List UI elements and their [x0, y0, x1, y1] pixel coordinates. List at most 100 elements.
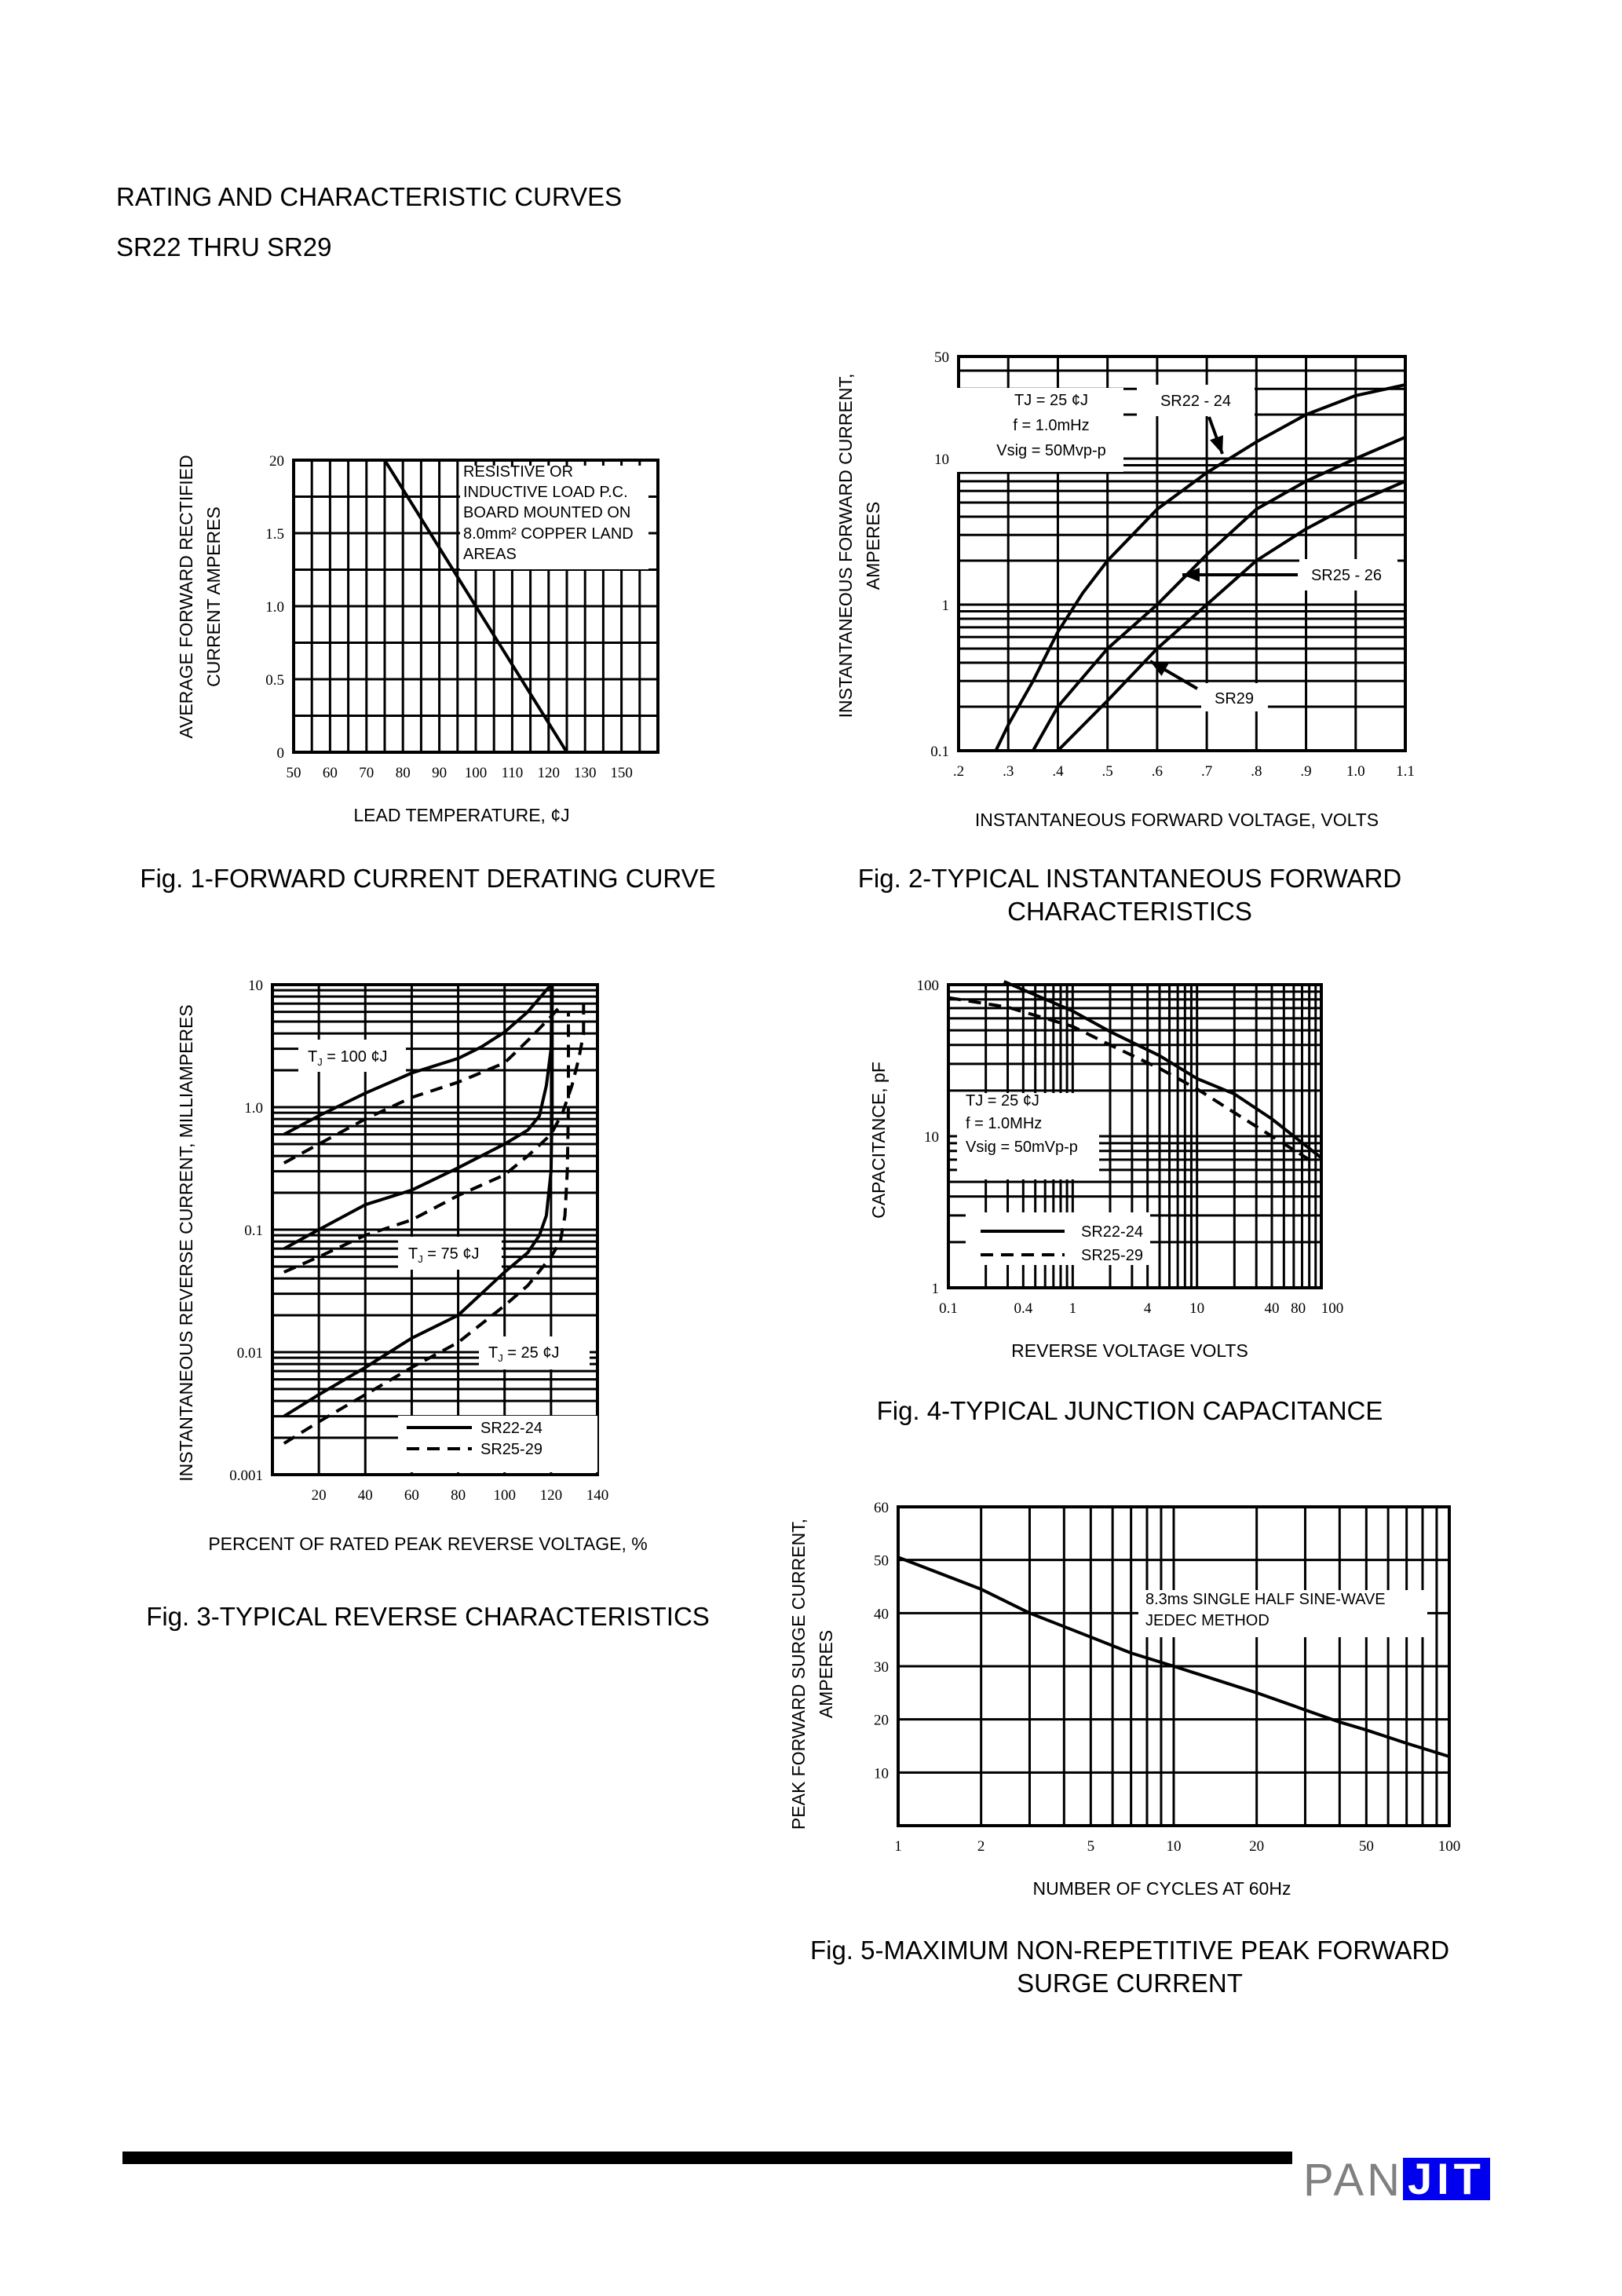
- temp-symbol: T: [408, 1245, 418, 1263]
- x-tick-label: 110: [502, 765, 524, 781]
- annotation-text: TJ = 25 ¢J: [1014, 392, 1088, 409]
- x-tick-label: 150: [610, 765, 633, 781]
- series-line-4: [283, 1004, 586, 1274]
- annotation-text: f = 1.0MHz: [966, 1115, 1042, 1132]
- footer-divider: [122, 2152, 1292, 2164]
- page-subtitle: SR22 THRU SR29: [116, 232, 332, 261]
- x-tick-label: 1.1: [1396, 763, 1415, 780]
- series-line-2: [948, 996, 1317, 1166]
- x-tick-label: 4: [1144, 1300, 1152, 1317]
- y-tick-label: 20: [269, 453, 284, 470]
- x-tick-label: 50: [287, 765, 301, 781]
- x-tick-label: 50: [1359, 1838, 1374, 1855]
- logo-jit-text: JIT: [1402, 2157, 1490, 2201]
- temperature-label: TJ = 25 ¢J: [488, 1344, 559, 1364]
- y-axis-title: CURRENT AMPERES: [203, 506, 224, 687]
- panjit-logo: PAN JIT: [1303, 2152, 1490, 2203]
- legend-label: SR22-24: [480, 1420, 542, 1437]
- figure-caption: Fig. 2-TYPICAL INSTANTANEOUS FORWARD: [858, 864, 1401, 893]
- x-tick-label: 80: [1291, 1300, 1306, 1317]
- x-tick-label: 80: [451, 1487, 466, 1504]
- x-tick-label: .2: [953, 763, 964, 780]
- x-tick-label: 80: [396, 765, 411, 781]
- x-tick-label: .7: [1201, 763, 1212, 780]
- annotation-box: [1299, 559, 1397, 590]
- annotation-box: [966, 1212, 1150, 1265]
- y-axis-title: INSTANTANEOUS FORWARD CURRENT,: [835, 374, 856, 718]
- x-tick-label: 5: [1087, 1838, 1095, 1855]
- series-line-5: [283, 985, 554, 1418]
- annotation-text: AREAS: [463, 546, 517, 563]
- y-tick-label: 1.5: [265, 526, 284, 543]
- annotation-text: f = 1.0mHz: [1013, 417, 1089, 434]
- y-tick-label: 10: [924, 1129, 939, 1146]
- annotation-box: [398, 1416, 597, 1472]
- temp-symbol: T: [308, 1048, 317, 1066]
- y-tick-label: 1: [932, 1281, 940, 1297]
- annotation-text: RESISTIVE OR: [463, 463, 573, 481]
- x-tick-label: 20: [1249, 1838, 1264, 1855]
- page-title: RATING AND CHARACTERISTIC CURVES: [116, 182, 623, 211]
- plot-frame: [271, 983, 599, 1476]
- series-line-1: [294, 459, 568, 754]
- x-tick-label: .8: [1251, 763, 1262, 780]
- series-label: SR22 - 24: [1160, 393, 1231, 410]
- arrow-head-icon: [1150, 661, 1169, 676]
- x-tick-label: 40: [358, 1487, 373, 1504]
- y-tick-label: 20: [874, 1713, 889, 1729]
- x-axis-title: REVERSE VOLTAGE VOLTS: [1011, 1340, 1248, 1361]
- temp-value: = 75 ¢J: [423, 1245, 480, 1263]
- series-line-1: [283, 983, 553, 1136]
- x-tick-label: 70: [359, 765, 374, 781]
- annotation-box: [1201, 683, 1268, 711]
- annotation-text: Vsig = 50mVp-p: [966, 1139, 1078, 1156]
- y-tick-label: 10: [248, 978, 263, 994]
- x-axis-title: LEAD TEMPERATURE, ¢J: [353, 805, 569, 825]
- y-axis-title: AMPERES: [816, 1630, 836, 1718]
- y-tick-label: 100: [917, 978, 940, 994]
- annotation-text: BOARD MOUNTED ON: [463, 504, 630, 521]
- x-tick-label: 130: [574, 765, 597, 781]
- y-tick-label: 0.1: [930, 744, 949, 760]
- y-tick-label: 0.01: [237, 1345, 263, 1362]
- x-tick-label: 100: [1321, 1300, 1344, 1317]
- y-axis-title: AMPERES: [863, 502, 883, 590]
- annotation-text: 8.0mm² COPPER LAND: [463, 525, 634, 543]
- annotation-box: [298, 1040, 406, 1072]
- chart-fig2: .2 .3 .4 .5 .6 .7 .8 .9 1.0 1.1 0.1 1 10 50 INSTANTANE…: [835, 349, 1415, 926]
- figure-caption: Fig. 1-FORWARD CURRENT DERATING CURVE: [140, 864, 715, 893]
- x-tick-label: 120: [540, 1487, 563, 1504]
- temp-value: = 25 ¢J: [503, 1344, 560, 1362]
- x-tick-label: .3: [1003, 763, 1014, 780]
- y-tick-label: 10: [874, 1765, 889, 1782]
- x-axis-title: PERCENT OF RATED PEAK REVERSE VOLTAGE, %: [208, 1534, 647, 1554]
- annotation-box: [957, 388, 1123, 472]
- y-tick-label: 0: [277, 745, 285, 762]
- x-tick-label: .9: [1300, 763, 1311, 780]
- series-line-3: [283, 984, 554, 1250]
- annotation-text: TJ = 25 ¢J: [966, 1092, 1039, 1110]
- legend-label: SR22-24: [1081, 1223, 1143, 1241]
- temp-subscript: J: [418, 1253, 423, 1265]
- series-label: SR25 - 26: [1311, 567, 1382, 584]
- x-tick-label: 1: [1069, 1300, 1077, 1317]
- y-tick-label: 10: [934, 452, 949, 468]
- annotation-box: [460, 466, 648, 569]
- plot-frame: [292, 459, 659, 754]
- figure-caption: SURGE CURRENT: [1017, 1969, 1243, 1998]
- x-tick-label: 140: [586, 1487, 609, 1504]
- figure-caption: Fig. 3-TYPICAL REVERSE CHARACTERISTICS: [146, 1602, 710, 1631]
- annotation-text: Vsig = 50Mvp-p: [996, 442, 1106, 459]
- x-tick-label: 60: [404, 1487, 419, 1504]
- series-line-1: [1003, 980, 1323, 1160]
- arrow-head-icon: [1182, 568, 1200, 582]
- x-tick-label: 10: [1189, 1300, 1204, 1317]
- legend-label: SR25-29: [1081, 1247, 1143, 1264]
- y-tick-label: 50: [934, 349, 949, 366]
- figure-caption: CHARACTERISTICS: [1007, 897, 1252, 926]
- annotation-text: JEDEC METHOD: [1145, 1612, 1269, 1629]
- y-tick-label: 30: [874, 1659, 889, 1676]
- chart-fig5: 1 2 5 10 20 50 100 10 20 30 40 50 60 PEAK FORWARD SUR…: [788, 1500, 1460, 1998]
- y-axis-title: INSTANTANEOUS REVERSE CURRENT, MILLIAMPE…: [176, 1004, 196, 1481]
